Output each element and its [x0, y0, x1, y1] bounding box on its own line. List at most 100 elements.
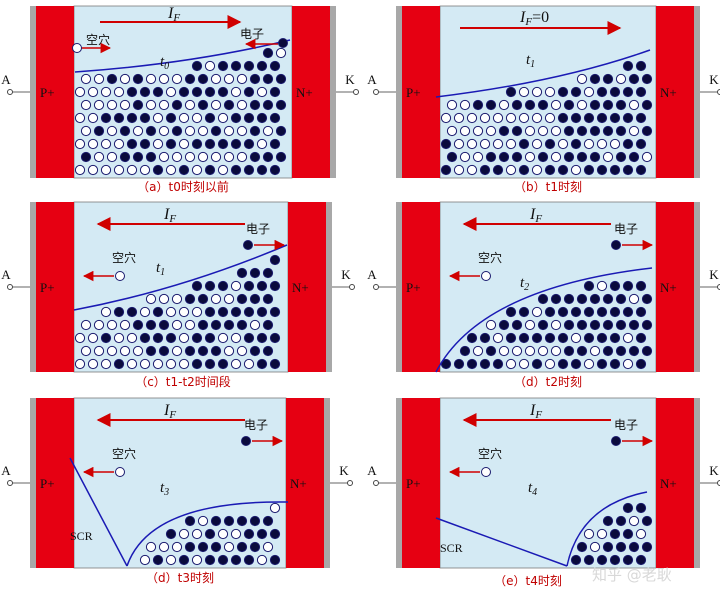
anode-contact	[396, 202, 402, 372]
electron	[563, 319, 575, 331]
electron	[576, 541, 588, 553]
electron	[602, 293, 614, 305]
electron	[453, 358, 465, 370]
electron	[440, 138, 452, 150]
hole	[544, 358, 556, 370]
electron	[570, 112, 582, 124]
electron	[152, 164, 164, 176]
cathode-contact	[330, 6, 336, 178]
hole	[223, 293, 235, 305]
n-plus-label: N+	[660, 85, 677, 100]
hole	[184, 319, 196, 331]
electron	[615, 125, 627, 137]
electron	[472, 99, 484, 111]
electron	[178, 164, 190, 176]
electron	[249, 99, 261, 111]
cathode-terminal	[347, 480, 353, 486]
electron	[466, 358, 478, 370]
n-plus-label: N+	[296, 85, 313, 100]
hole	[602, 151, 614, 163]
electron	[563, 125, 575, 137]
electron	[217, 60, 229, 72]
n-plus-label: N+	[290, 476, 307, 491]
electron	[609, 554, 621, 566]
electron	[249, 125, 261, 137]
hole	[178, 112, 190, 124]
electron	[498, 319, 510, 331]
hole	[119, 319, 131, 331]
electron	[236, 293, 248, 305]
anode-label: A	[367, 72, 377, 87]
electron	[275, 125, 287, 137]
electron	[210, 319, 222, 331]
anode-contact	[30, 202, 36, 372]
electron	[641, 345, 653, 357]
hole	[453, 164, 465, 176]
current-label: IF	[167, 5, 180, 24]
hole	[466, 164, 478, 176]
hole	[641, 151, 653, 163]
electron	[635, 280, 647, 292]
hole	[158, 73, 170, 85]
hole	[191, 164, 203, 176]
electron	[152, 554, 164, 566]
hole	[524, 125, 536, 137]
hole	[217, 332, 229, 344]
electron	[243, 112, 255, 124]
hole	[236, 345, 248, 357]
p-plus-label: P+	[406, 280, 421, 295]
hole	[589, 541, 601, 553]
hole	[139, 554, 151, 566]
hole	[113, 138, 125, 150]
cathode-label: K	[339, 463, 349, 478]
n-plus-region	[656, 202, 694, 372]
electron-marker	[241, 436, 251, 446]
electron	[615, 151, 627, 163]
electron	[615, 319, 627, 331]
electron	[262, 73, 274, 85]
hole	[93, 99, 105, 111]
electron	[641, 515, 653, 527]
electron	[531, 332, 543, 344]
hole	[622, 358, 634, 370]
electron	[217, 554, 229, 566]
electron	[602, 99, 614, 111]
hole	[132, 345, 144, 357]
electron	[615, 345, 627, 357]
cathode-contact	[324, 398, 330, 568]
electron	[641, 293, 653, 305]
anode-label: A	[1, 72, 11, 87]
p-plus-region	[36, 6, 74, 178]
electron	[210, 541, 222, 553]
hole	[93, 345, 105, 357]
electron-marker	[243, 240, 253, 250]
hole	[576, 73, 588, 85]
hole	[171, 73, 183, 85]
hole	[197, 151, 209, 163]
electron	[152, 306, 164, 318]
n-plus-label: N+	[292, 280, 309, 295]
electron	[158, 345, 170, 357]
electron	[622, 554, 634, 566]
current-label: IF	[163, 206, 176, 225]
scr-label: SCR	[440, 541, 463, 555]
hole	[106, 125, 118, 137]
electron	[628, 541, 640, 553]
electron	[184, 345, 196, 357]
hole	[223, 541, 235, 553]
electron	[249, 293, 261, 305]
electron	[628, 345, 640, 357]
electron	[615, 515, 627, 527]
electron	[557, 358, 569, 370]
electron	[256, 528, 268, 540]
cathode-label: K	[709, 463, 719, 478]
hole	[236, 73, 248, 85]
time-label: t4	[528, 480, 537, 498]
hole-marker	[481, 467, 491, 477]
electron	[589, 319, 601, 331]
electron	[204, 332, 216, 344]
electron	[243, 554, 255, 566]
hole	[223, 125, 235, 137]
electron	[570, 86, 582, 98]
electron-marker	[611, 240, 621, 250]
